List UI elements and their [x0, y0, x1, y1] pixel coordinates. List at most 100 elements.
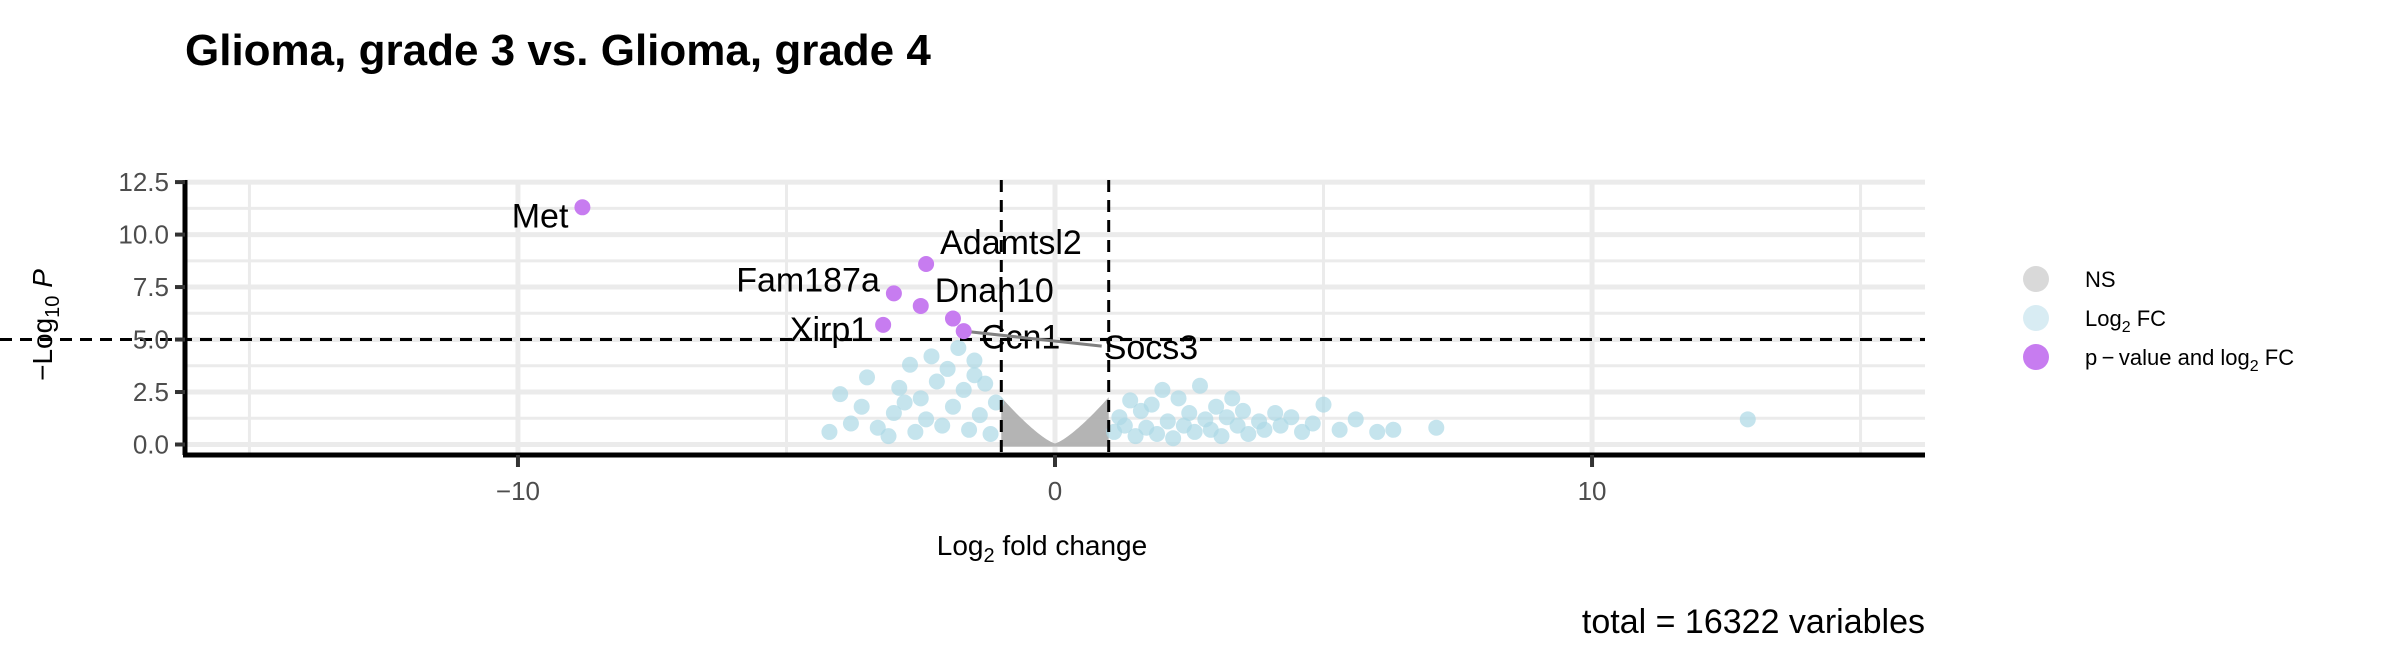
fc-point: [1149, 426, 1166, 443]
grid-lines: [185, 179, 1925, 455]
fc-point: [821, 423, 838, 440]
legend-label-p-fc: p − value and log2 FC: [2085, 345, 2294, 375]
fc-point: [1224, 390, 1241, 407]
fc-point: [853, 398, 870, 415]
y-axis-label: −Log10 P: [27, 269, 64, 381]
ns-point-cloud: [1001, 397, 1109, 447]
fc-point: [891, 379, 908, 396]
gene-label: Adamtsl2: [940, 224, 1082, 262]
fc-point: [1186, 423, 1203, 440]
fc-point: [1256, 421, 1273, 438]
fc-point: [966, 367, 983, 384]
significant-point: [885, 285, 902, 302]
significant-point: [918, 255, 935, 272]
y-tick-label: 2.5: [133, 377, 169, 407]
y-tick-label: 0.0: [133, 430, 169, 460]
fc-point: [928, 373, 945, 390]
fc-point: [1267, 405, 1284, 422]
x-tick-label: 0: [1048, 476, 1062, 506]
legend: NS Log2 FC p − value and log2 FC: [2023, 266, 2294, 375]
significant-points: MetAdamtsl2Fam187aDnah10Xirp1Ccn1Socs3: [512, 197, 1198, 367]
fc-point: [1272, 417, 1289, 434]
ticks: 0.0 2.5 5.0 7.5 10.0 12.5 −10 0 10: [118, 167, 1606, 506]
fc-point: [1181, 405, 1198, 422]
fc-point: [1165, 430, 1182, 447]
fc-point: [1331, 421, 1348, 438]
fc-point: [1159, 413, 1176, 430]
x-axis-label: Log2 fold change: [937, 530, 1147, 567]
fc-point: [1234, 402, 1251, 419]
x-tick-label: −10: [496, 476, 540, 506]
fc-point: [1369, 423, 1386, 440]
fc-point: [918, 411, 935, 428]
fc-point: [880, 428, 897, 445]
chart-title: Glioma, grade 3 vs. Glioma, grade 4: [185, 26, 931, 75]
fc-point: [934, 417, 951, 434]
significant-point: [574, 199, 591, 216]
fc-point: [1192, 377, 1208, 394]
legend-swatch-p-fc: [2023, 344, 2049, 370]
fc-point: [982, 426, 999, 443]
fc-point: [923, 348, 940, 365]
gene-label: Socs3: [1104, 329, 1199, 367]
fc-point: [1208, 398, 1225, 415]
legend-label-fc: Log2 FC: [2085, 306, 2166, 336]
fc-point: [1385, 421, 1402, 438]
connector-line: [963, 329, 1102, 348]
fc-point: [939, 360, 956, 377]
fc-point: [1315, 396, 1332, 413]
fc-point: [1154, 381, 1171, 398]
fc-point: [1739, 411, 1756, 428]
fc-point: [1170, 390, 1187, 407]
fc-point: [944, 398, 961, 415]
fc-point: [832, 386, 849, 403]
fc-point: [1122, 392, 1139, 409]
fc-point: [1304, 415, 1321, 432]
x-tick-label: 10: [1578, 476, 1607, 506]
fc-point: [842, 415, 859, 432]
fc-point: [950, 339, 967, 356]
legend-swatch-fc: [2023, 305, 2049, 331]
fc-point: [896, 394, 913, 411]
fc-point: [1283, 409, 1300, 426]
threshold-lines: [0, 180, 1925, 455]
y-tick-label: 7.5: [133, 272, 169, 302]
fc-point: [971, 407, 988, 424]
y-tick-label: 5.0: [133, 325, 169, 355]
legend-swatch-ns: [2023, 266, 2049, 292]
significant-point: [875, 316, 892, 333]
y-tick-label: 10.0: [118, 220, 169, 250]
fc-point: [961, 421, 978, 438]
gene-label: Xirp1: [790, 311, 869, 349]
fc-point: [1428, 419, 1445, 436]
fc-point: [955, 381, 972, 398]
gene-label: Fam187a: [736, 261, 880, 299]
fc-point: [907, 423, 924, 440]
significant-point: [944, 310, 961, 327]
caption: total = 16322 variables: [1582, 603, 1925, 641]
significant-point: [912, 297, 929, 314]
ns-points: [1001, 397, 1109, 447]
fc-point: [869, 419, 886, 436]
fc-point: [1229, 417, 1246, 434]
significant-point: [955, 323, 972, 340]
fc-point: [912, 390, 929, 407]
fc-points: [821, 339, 1756, 447]
fc-point: [1127, 428, 1144, 445]
gene-label: Dnah10: [935, 272, 1054, 310]
fc-point: [902, 356, 918, 373]
fc-point: [977, 375, 994, 392]
fc-point: [1347, 411, 1364, 428]
fc-point: [1143, 396, 1160, 413]
fc-point: [966, 352, 983, 369]
fc-point: [1218, 409, 1235, 426]
fc-point: [1294, 423, 1311, 440]
fc-point: [859, 369, 876, 386]
fc-point: [1116, 417, 1133, 434]
legend-label-ns: NS: [2085, 267, 2116, 292]
y-tick-label: 12.5: [118, 167, 169, 197]
fc-point: [885, 405, 902, 422]
fc-point: [1240, 426, 1257, 443]
fc-point: [1213, 428, 1230, 445]
